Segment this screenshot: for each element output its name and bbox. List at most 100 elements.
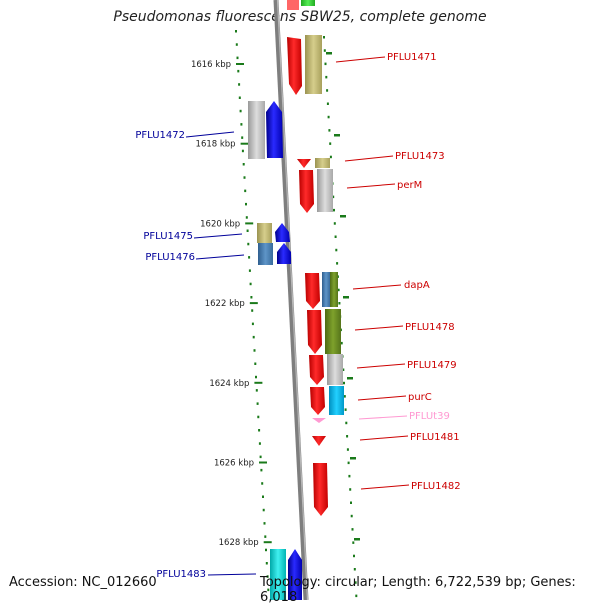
gene-feature-blue-1483[interactable] (288, 549, 302, 600)
gene-label-pflu1473[interactable]: PFLU1473 (395, 151, 445, 162)
gene-label-purc[interactable]: purC (408, 392, 432, 403)
tick-dot (246, 229, 249, 232)
tick-dot (327, 115, 330, 119)
tick-dot (257, 415, 260, 419)
gene-feature-olive-1473[interactable] (315, 158, 330, 168)
gene-label-pflu1478[interactable]: PFLU1478 (405, 322, 455, 333)
gene-label-pflu1471[interactable]: PFLU1471 (387, 52, 437, 63)
gene-feature-cyan-purc[interactable] (329, 386, 344, 415)
tick-dot (238, 83, 241, 86)
gene-feature-steel-1476[interactable] (258, 243, 273, 265)
gene-feature-red-1479[interactable] (309, 355, 324, 385)
tick-dot (249, 282, 252, 286)
tick-dot (262, 508, 265, 512)
gene-feature-green-dapa[interactable] (330, 272, 338, 307)
tick-dot (354, 581, 357, 584)
tick-dot (252, 335, 255, 339)
gene-feature-top-left[interactable] (287, 0, 299, 10)
tick-dot (250, 296, 253, 299)
tick-dot (347, 461, 350, 465)
tick-dot (336, 262, 339, 265)
tick-dot (340, 341, 343, 345)
gene-feature-gray-1472[interactable] (248, 101, 265, 159)
gene-feature-pink-pflut39[interactable] (312, 418, 326, 423)
tick-label: 1624 kbp (209, 379, 249, 389)
tick-dot (266, 575, 269, 578)
tick-dot (328, 129, 331, 132)
genome-backbone (273, 0, 309, 600)
gene-label-pflu1472[interactable]: PFLU1472 (135, 130, 185, 141)
tick-dash (347, 377, 353, 380)
gene-label-dapa[interactable]: dapA (404, 280, 430, 291)
tick-dot (346, 435, 349, 438)
tick-dot (255, 389, 258, 392)
gene-feature-red-1478[interactable] (307, 310, 322, 354)
tick-dot (247, 242, 250, 246)
tick-dot (338, 302, 341, 305)
gene-label-pflu1476[interactable]: PFLU1476 (145, 252, 195, 263)
tick-dot (258, 442, 261, 445)
gene-label-pflu1481[interactable]: PFLU1481 (410, 432, 460, 443)
tick-dot (239, 109, 242, 113)
tick-dot (342, 368, 345, 371)
tick-dash (343, 296, 349, 299)
tick-dot (265, 562, 268, 565)
tick-label: 1622 kbp (205, 299, 245, 309)
gene-feature-red-dapa[interactable] (305, 273, 320, 309)
tick-dot (343, 395, 346, 398)
tick-dot (251, 322, 254, 326)
gene-feature-red-1482[interactable] (313, 463, 328, 516)
gene-label-pflu1475[interactable]: PFLU1475 (143, 231, 193, 242)
tick-dot (248, 269, 251, 272)
tick-dot (240, 123, 243, 126)
tick-dot (254, 362, 257, 365)
gene-label-pflut39[interactable]: PFLUt39 (409, 411, 450, 422)
gene-feature-green-1478[interactable] (325, 309, 341, 354)
tick-dot (251, 309, 254, 312)
tick-dot (344, 408, 347, 411)
tick-dash (350, 457, 356, 460)
tick-dot (334, 235, 337, 238)
tick-dot (241, 136, 244, 139)
tick-dot (332, 195, 335, 199)
tick-dot (350, 514, 353, 518)
gene-feature-red-1473[interactable] (297, 159, 311, 168)
tick-dash (326, 52, 332, 55)
gene-feature-red-purc[interactable] (310, 387, 325, 415)
tick-dot (337, 288, 340, 292)
tick-dot (242, 163, 245, 166)
gene-label-pflu1479[interactable]: PFLU1479 (407, 360, 457, 371)
tick-dot (265, 548, 267, 552)
gene-label-pflu1483[interactable]: PFLU1483 (156, 569, 206, 580)
gene-feature-red-perm[interactable] (299, 170, 314, 213)
gene-feature-steel-dapa[interactable] (322, 272, 330, 307)
tick-dot (349, 488, 352, 491)
tick-dot (237, 69, 240, 73)
tick-dot (326, 89, 329, 92)
tick-dot (326, 102, 329, 105)
gene-label-perm[interactable]: perM (397, 180, 422, 191)
major-ticks: 1616 kbp 1618 kbp 1620 kbp 1622 kbp 1624 kbp… (191, 60, 272, 548)
gene-label-pflu1482[interactable]: PFLU1482 (411, 481, 461, 492)
map-title: Pseudomonas fluorescens SBW25, complete … (113, 9, 487, 25)
gene-feature-gray-1479[interactable] (327, 354, 343, 385)
tick-dot (263, 522, 266, 525)
gene-feature-blue-1475[interactable] (275, 223, 290, 242)
tick-dot (236, 56, 239, 60)
tick-dot (329, 142, 332, 145)
gene-feature-olive-1471[interactable] (305, 35, 322, 94)
gene-feature-blue-1472[interactable] (266, 101, 283, 158)
gene-feature-teal-1483[interactable] (270, 549, 286, 600)
gene-feature-red-1471[interactable] (287, 37, 302, 95)
length-value: 6,722,539 bp (435, 575, 522, 590)
gene-feature-blue-1476[interactable] (277, 243, 291, 264)
accession-value: NC_012660 (81, 575, 157, 590)
tick-dot (235, 30, 237, 33)
gene-feature-top-green[interactable] (301, 0, 315, 6)
gene-labels: PFLU1471 PFLU1472 PFLU1473 perM PFLU1475… (135, 52, 460, 580)
tick-dot (325, 75, 328, 79)
gene-feature-red-1481[interactable] (312, 436, 326, 446)
gene-feature-gray-perm[interactable] (317, 169, 333, 212)
gene-feature-olive-1475[interactable] (257, 223, 272, 243)
